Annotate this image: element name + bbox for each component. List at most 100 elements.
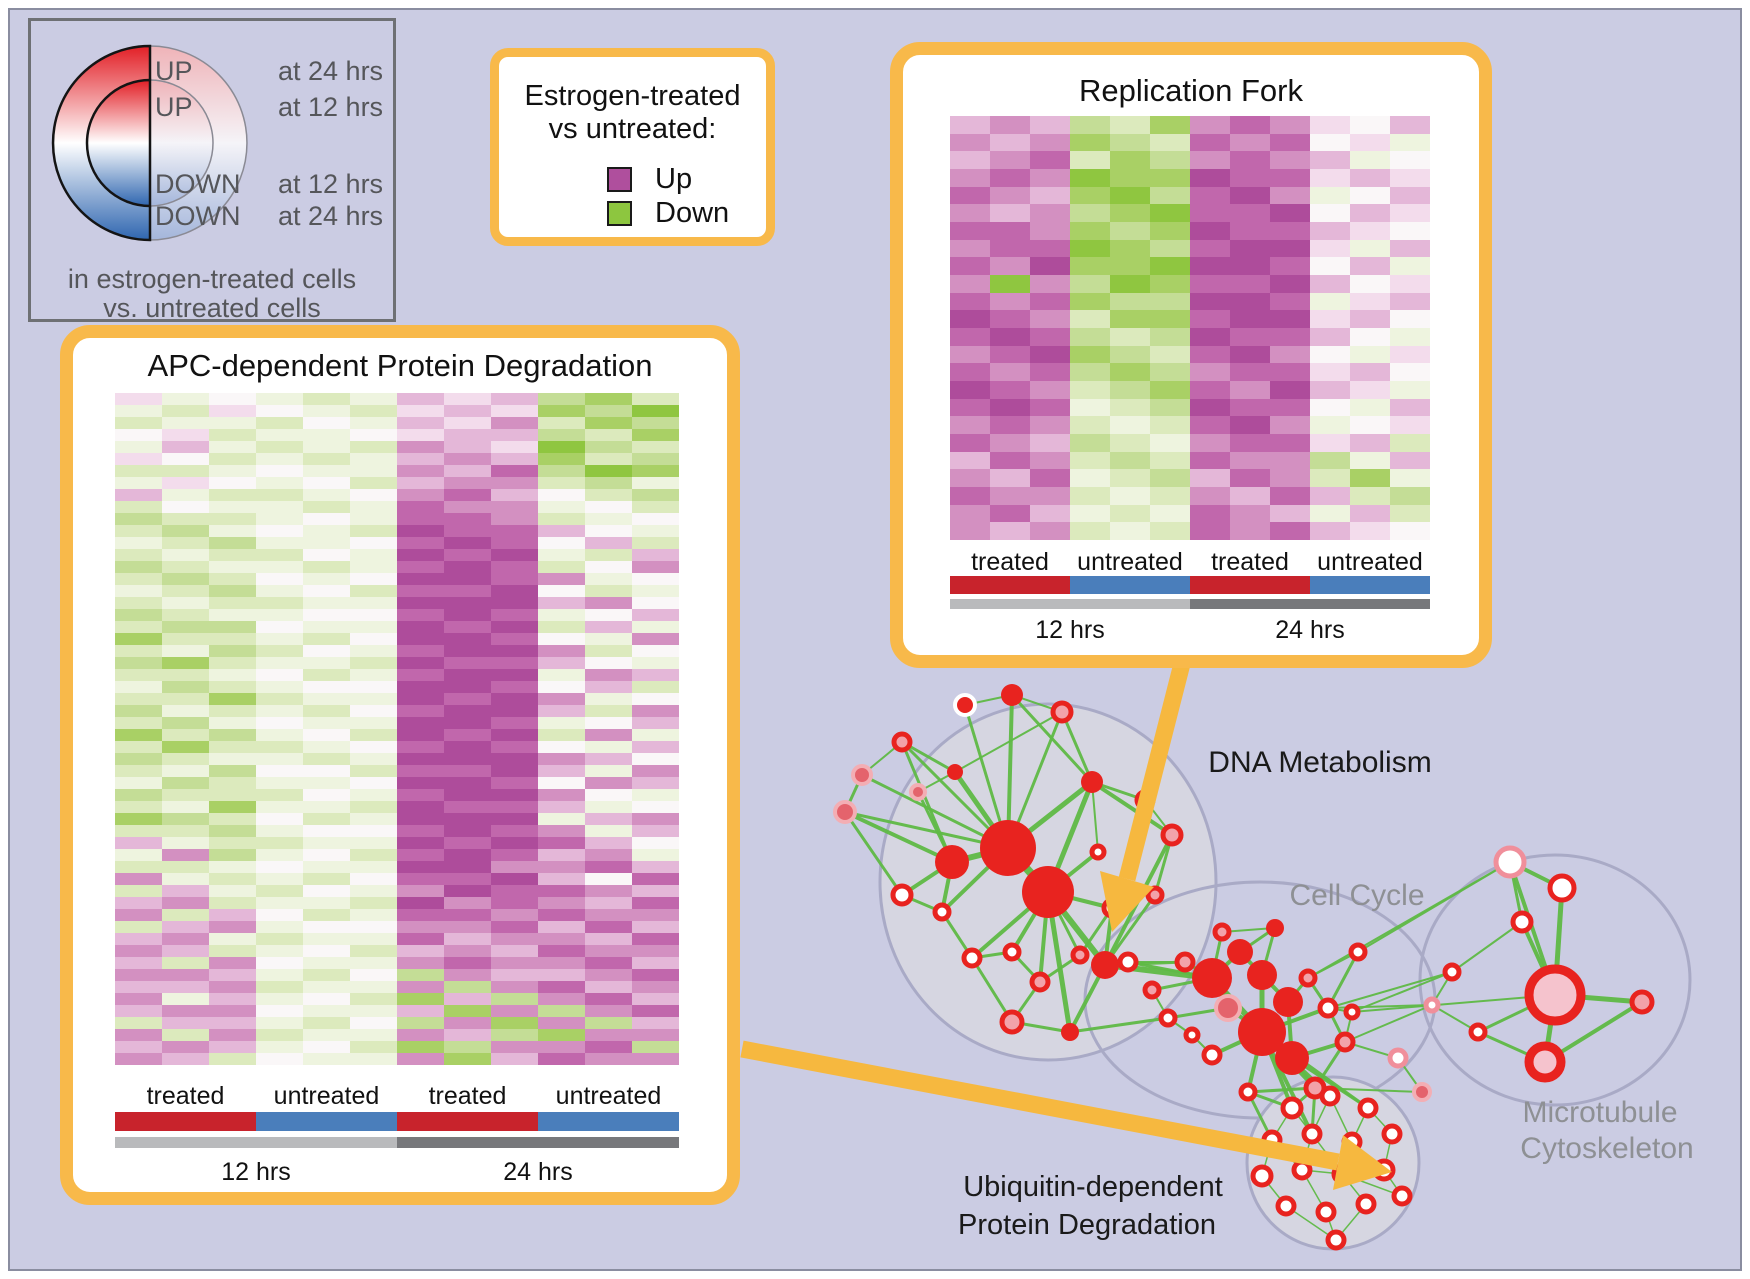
heat-cell [209,441,256,453]
heat-cell [303,801,350,813]
heat-cell [538,909,585,921]
network-node [1334,1031,1356,1053]
heat-cell [950,486,990,505]
heat-cell [115,645,162,657]
heat-cell [444,741,491,753]
heat-cell [491,993,538,1005]
heat-cell [1350,292,1390,311]
heat-cell [632,873,679,885]
heat-cell [256,645,303,657]
heat-cell [209,393,256,405]
heat-cell [444,597,491,609]
heat-cell [1350,239,1390,258]
apc-panel: APC-dependent Protein Degradation treate… [60,325,740,1205]
heat-cell [1070,416,1110,434]
heat-cell [162,669,209,681]
heat-cell [1150,168,1190,187]
heat-cell [1270,433,1310,452]
heat-cell [303,741,350,753]
heat-cell [256,393,303,405]
network-node [1442,962,1462,982]
heat-cell [303,561,350,573]
heat-cell [350,501,397,513]
heat-cell [397,573,444,585]
heat-cell [256,765,303,777]
heat-cell [632,1005,679,1017]
heat-cell [162,585,209,597]
heat-cell [397,969,444,981]
heat-cell [444,837,491,849]
heat-cell [1310,151,1350,169]
heat-cell [585,561,632,573]
network-node [1192,958,1232,998]
heat-cell [397,717,444,729]
heat-cell [256,1053,303,1065]
heat-cell [990,292,1030,311]
heat-cell [350,873,397,885]
heat-cell [1190,380,1230,399]
heat-cell [491,621,538,633]
heat-cell [397,561,444,573]
heat-cell [585,393,632,405]
heat-cell [950,116,990,134]
heat-cell [538,885,585,897]
heat-cell [1150,398,1190,417]
heat-cell [491,1041,538,1053]
heat-cell [585,1017,632,1029]
down-color-swatch [607,201,632,226]
heat-cell [444,813,491,825]
heat-cell [585,693,632,705]
heat-cell [1070,345,1110,364]
network-node [1468,1022,1488,1042]
heat-cell [209,549,256,561]
heat-cell [162,753,209,765]
network-node [1238,1082,1258,1102]
heat-cell [538,957,585,969]
heat-cell [1190,451,1230,470]
network-edge [1068,1016,1170,1034]
heat-cell [632,1029,679,1041]
heat-cell [632,513,679,525]
heat-cell [397,501,444,513]
ring-legend-caption-2: vs. untreated cells [103,293,321,323]
heat-cell [256,597,303,609]
heat-cell [491,1017,538,1029]
heat-cell [1190,398,1230,417]
heat-cell [350,1053,397,1065]
heat-cell [397,441,444,453]
heat-cell [1030,504,1070,523]
heat-cell [162,717,209,729]
heat-cell [350,753,397,765]
network-edge [1327,971,1453,1009]
network-node [1117,951,1139,973]
heat-cell [538,525,585,537]
heat-cell [1110,416,1150,434]
heat-cell [350,825,397,837]
heat-cell [990,186,1030,205]
heat-cell [491,657,538,669]
heat-cell [162,1053,209,1065]
heat-cell [990,469,1030,487]
heat-cell [1390,433,1430,452]
network-node [1227,939,1253,965]
heat-cell [256,825,303,837]
heat-cell [350,1005,397,1017]
heat-cell [538,393,585,405]
heat-cell [350,537,397,549]
heat-cell [256,657,303,669]
heat-cell [1150,292,1190,311]
heat-cell [397,453,444,465]
heat-cell [1150,151,1190,169]
heat-cell [162,549,209,561]
heat-cell [1350,327,1390,346]
heat-cell [950,398,990,417]
heat-cell [585,573,632,585]
heat-cell [1310,221,1350,240]
network-edge [1060,710,1094,784]
heat-cell [632,765,679,777]
heat-cell [1390,292,1430,311]
heat-cell [350,813,397,825]
heat-cell [1110,380,1150,399]
network-node [1280,1096,1304,1120]
heat-cell [538,465,585,477]
